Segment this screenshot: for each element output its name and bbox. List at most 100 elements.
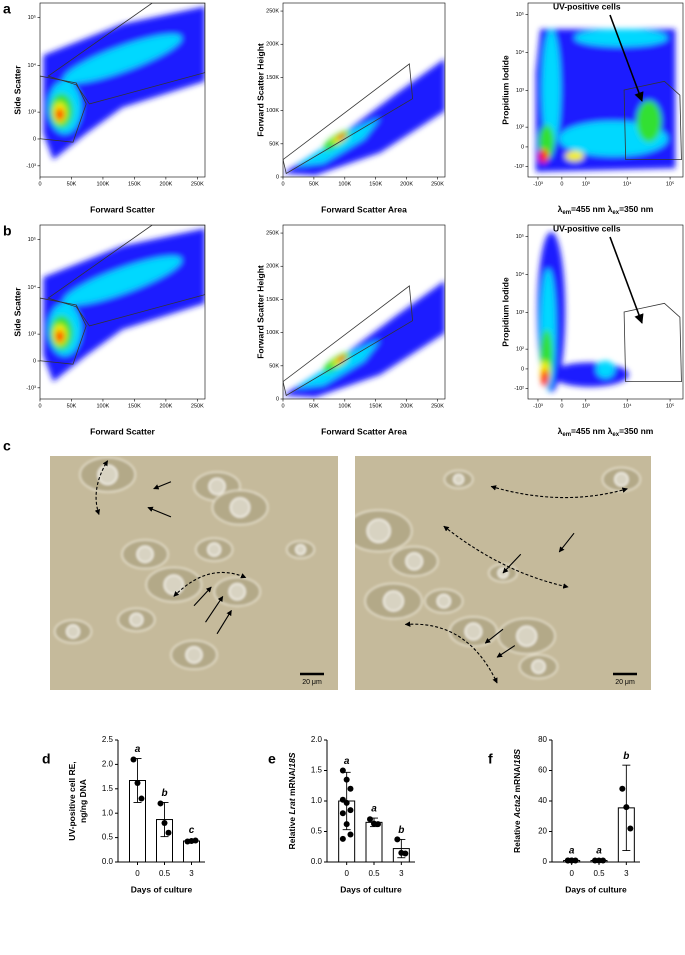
panel-label: e	[268, 751, 276, 767]
significance-letter: b	[161, 788, 167, 799]
y-tick-label: 50K	[269, 363, 279, 369]
data-point	[568, 857, 575, 864]
significance-letter: a	[371, 804, 377, 815]
y-tick-label: 250K	[266, 231, 279, 237]
cell-nucleus	[516, 625, 538, 647]
data-point	[347, 831, 354, 838]
significance-letter: a	[344, 756, 350, 767]
y-tick-label: 0.0	[102, 857, 114, 866]
density-region	[63, 256, 182, 305]
plot-frame	[39, 2, 206, 178]
x-tick-label: 50K	[309, 403, 319, 409]
density-region	[636, 100, 662, 143]
x-tick-label: 0	[344, 869, 349, 878]
data-point	[157, 800, 164, 807]
plot-frame	[282, 224, 446, 400]
y-tick-label: 10²	[516, 347, 524, 353]
y-tick-label: 10⁵	[28, 14, 36, 21]
x-tick-label: 250K	[431, 403, 444, 409]
x-axis-label-part: λ	[558, 204, 563, 214]
y-tick-label: 250K	[266, 9, 279, 15]
gate	[623, 302, 682, 383]
cell-nucleus	[229, 497, 251, 518]
arrow	[193, 586, 212, 607]
y-axis-label: UV-positive cell RE,	[67, 761, 77, 840]
x-tick-label: 100K	[97, 181, 110, 187]
y-tick-label: 20	[538, 827, 547, 836]
cell-nucleus	[405, 552, 424, 571]
data-point	[343, 776, 350, 783]
x-axis-label: Forward Scatter	[90, 426, 155, 436]
annotation-arrow	[609, 236, 644, 324]
arrow	[502, 553, 522, 574]
y-axis-label-part: Acta2	[512, 795, 522, 819]
x-axis-label: λem=455 nm λex=350 nm	[558, 426, 654, 437]
plot-frame	[282, 2, 446, 178]
density-cloud	[535, 29, 682, 172]
x-tick-label: 200K	[159, 403, 172, 409]
plot-frame	[39, 224, 206, 400]
density-layer	[283, 58, 445, 176]
data-point	[347, 807, 354, 814]
cell-nucleus	[65, 624, 81, 639]
density-region	[55, 330, 64, 343]
y-axis-label-part: mRNA/	[287, 767, 297, 798]
arrow	[558, 532, 575, 553]
data-point	[394, 836, 401, 843]
data-point	[161, 819, 168, 826]
y-tick-label: 10³	[516, 310, 524, 316]
y-tick-label: 50K	[269, 141, 279, 147]
density-region	[551, 362, 629, 387]
density-cloud	[40, 3, 205, 160]
y-tick-label: 0	[33, 358, 36, 364]
density-layer	[283, 280, 445, 398]
x-tick-label: 0	[560, 403, 563, 409]
panel-label: d	[42, 751, 51, 767]
density-cloud	[283, 58, 445, 176]
significance-letter: a	[135, 744, 141, 755]
x-tick-label: 150K	[369, 181, 382, 187]
bar	[183, 840, 200, 863]
micrograph: 20 μm	[50, 456, 338, 690]
y-tick-label: 200K	[266, 42, 279, 48]
cells	[53, 456, 316, 671]
x-tick-label: 150K	[369, 403, 382, 409]
cell-nucleus	[129, 612, 144, 627]
panel-label: b	[3, 223, 12, 239]
gate	[40, 297, 87, 365]
y-axis-label-part: Relative	[512, 818, 522, 853]
y-tick-label: 10⁴	[28, 284, 37, 291]
significance-letter: a	[569, 845, 575, 856]
data-point	[343, 799, 350, 806]
x-axis-label-part: =455 nm λ	[571, 426, 613, 436]
scale-bar-label: 20 μm	[302, 679, 322, 686]
x-tick-label: 10⁵	[666, 402, 674, 409]
x-tick-label: 50K	[309, 181, 319, 187]
data-point	[619, 785, 626, 792]
y-axis-label: Relative Lrat mRNA/18S	[287, 752, 297, 849]
data-point	[130, 756, 137, 763]
y-tick-label: 0	[276, 396, 279, 402]
x-tick-label: 10⁴	[623, 402, 632, 409]
cell-nucleus	[295, 544, 307, 556]
data-point	[138, 795, 145, 802]
y-tick-label: 40	[538, 796, 547, 805]
x-tick-label: 100K	[338, 181, 351, 187]
y-tick-label: 0	[521, 144, 524, 150]
x-tick-label: 200K	[400, 403, 413, 409]
gate	[40, 75, 87, 143]
density-layer	[537, 231, 629, 393]
x-tick-label: 0	[38, 181, 41, 187]
gate	[283, 285, 414, 397]
density-region	[283, 58, 445, 176]
y-tick-label: 2.0	[311, 735, 323, 744]
density-region	[337, 355, 346, 363]
x-tick-label: 50K	[67, 181, 77, 187]
cell-nucleus	[185, 646, 203, 664]
y-tick-label: 0.5	[311, 827, 323, 836]
annotation: UV-positive cells	[553, 1, 621, 11]
data-point	[339, 810, 346, 817]
y-tick-label: 10⁵	[516, 11, 524, 18]
cell-nucleus	[366, 518, 391, 544]
panel-label: f	[488, 751, 493, 767]
